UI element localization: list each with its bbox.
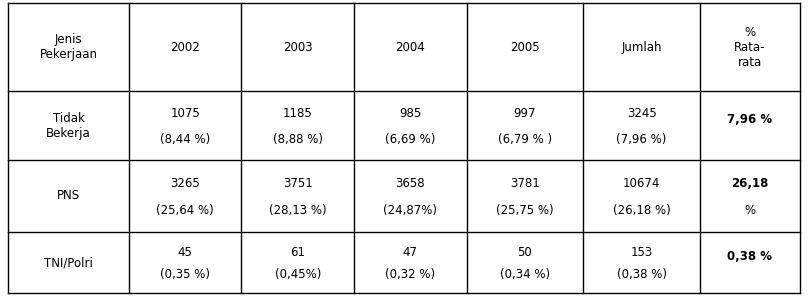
Text: 47: 47 xyxy=(402,246,418,259)
Text: 2002: 2002 xyxy=(170,41,200,54)
Text: %: % xyxy=(744,204,755,217)
Text: 61: 61 xyxy=(290,246,305,259)
Text: (0,45%): (0,45%) xyxy=(275,268,321,281)
Text: (25,64 %): (25,64 %) xyxy=(156,204,214,217)
Text: 2004: 2004 xyxy=(395,41,425,54)
Text: (6,79 % ): (6,79 % ) xyxy=(498,133,552,146)
Text: 3265: 3265 xyxy=(170,177,200,190)
Text: (0,35 %): (0,35 %) xyxy=(160,268,210,281)
Text: 3245: 3245 xyxy=(627,107,656,120)
Text: 1075: 1075 xyxy=(170,107,200,120)
Text: 2005: 2005 xyxy=(510,41,540,54)
Text: 997: 997 xyxy=(514,107,537,120)
Text: 2003: 2003 xyxy=(283,41,313,54)
Text: Jumlah: Jumlah xyxy=(621,41,662,54)
Text: (6,69 %): (6,69 %) xyxy=(385,133,436,146)
Text: 26,18: 26,18 xyxy=(731,177,768,190)
Text: (28,13 %): (28,13 %) xyxy=(269,204,326,217)
Text: 50: 50 xyxy=(517,246,532,259)
Text: Jenis
Pekerjaan: Jenis Pekerjaan xyxy=(40,33,98,61)
Text: (7,96 %): (7,96 %) xyxy=(617,133,667,146)
Text: (25,75 %): (25,75 %) xyxy=(496,204,553,217)
Text: 45: 45 xyxy=(178,246,192,259)
Text: PNS: PNS xyxy=(57,189,80,202)
Text: 3658: 3658 xyxy=(395,177,425,190)
Text: 985: 985 xyxy=(399,107,422,120)
Text: (0,34 %): (0,34 %) xyxy=(500,268,550,281)
Text: (8,88 %): (8,88 %) xyxy=(273,133,322,146)
Text: 7,96 %: 7,96 % xyxy=(727,113,772,126)
Text: 0,38 %: 0,38 % xyxy=(727,250,772,263)
Text: 3781: 3781 xyxy=(510,177,540,190)
Text: Tidak
Bekerja: Tidak Bekerja xyxy=(46,112,90,139)
Text: (0,38 %): (0,38 %) xyxy=(617,268,667,281)
Text: 10674: 10674 xyxy=(623,177,660,190)
Text: %
Rata-
rata: % Rata- rata xyxy=(734,26,766,69)
Text: 1185: 1185 xyxy=(283,107,313,120)
Text: 3751: 3751 xyxy=(283,177,313,190)
Text: (26,18 %): (26,18 %) xyxy=(612,204,671,217)
Text: (24,87%): (24,87%) xyxy=(383,204,437,217)
Text: (0,32 %): (0,32 %) xyxy=(385,268,436,281)
Text: 153: 153 xyxy=(630,246,653,259)
Text: TNI/Polri: TNI/Polri xyxy=(44,256,93,269)
Text: (8,44 %): (8,44 %) xyxy=(160,133,210,146)
